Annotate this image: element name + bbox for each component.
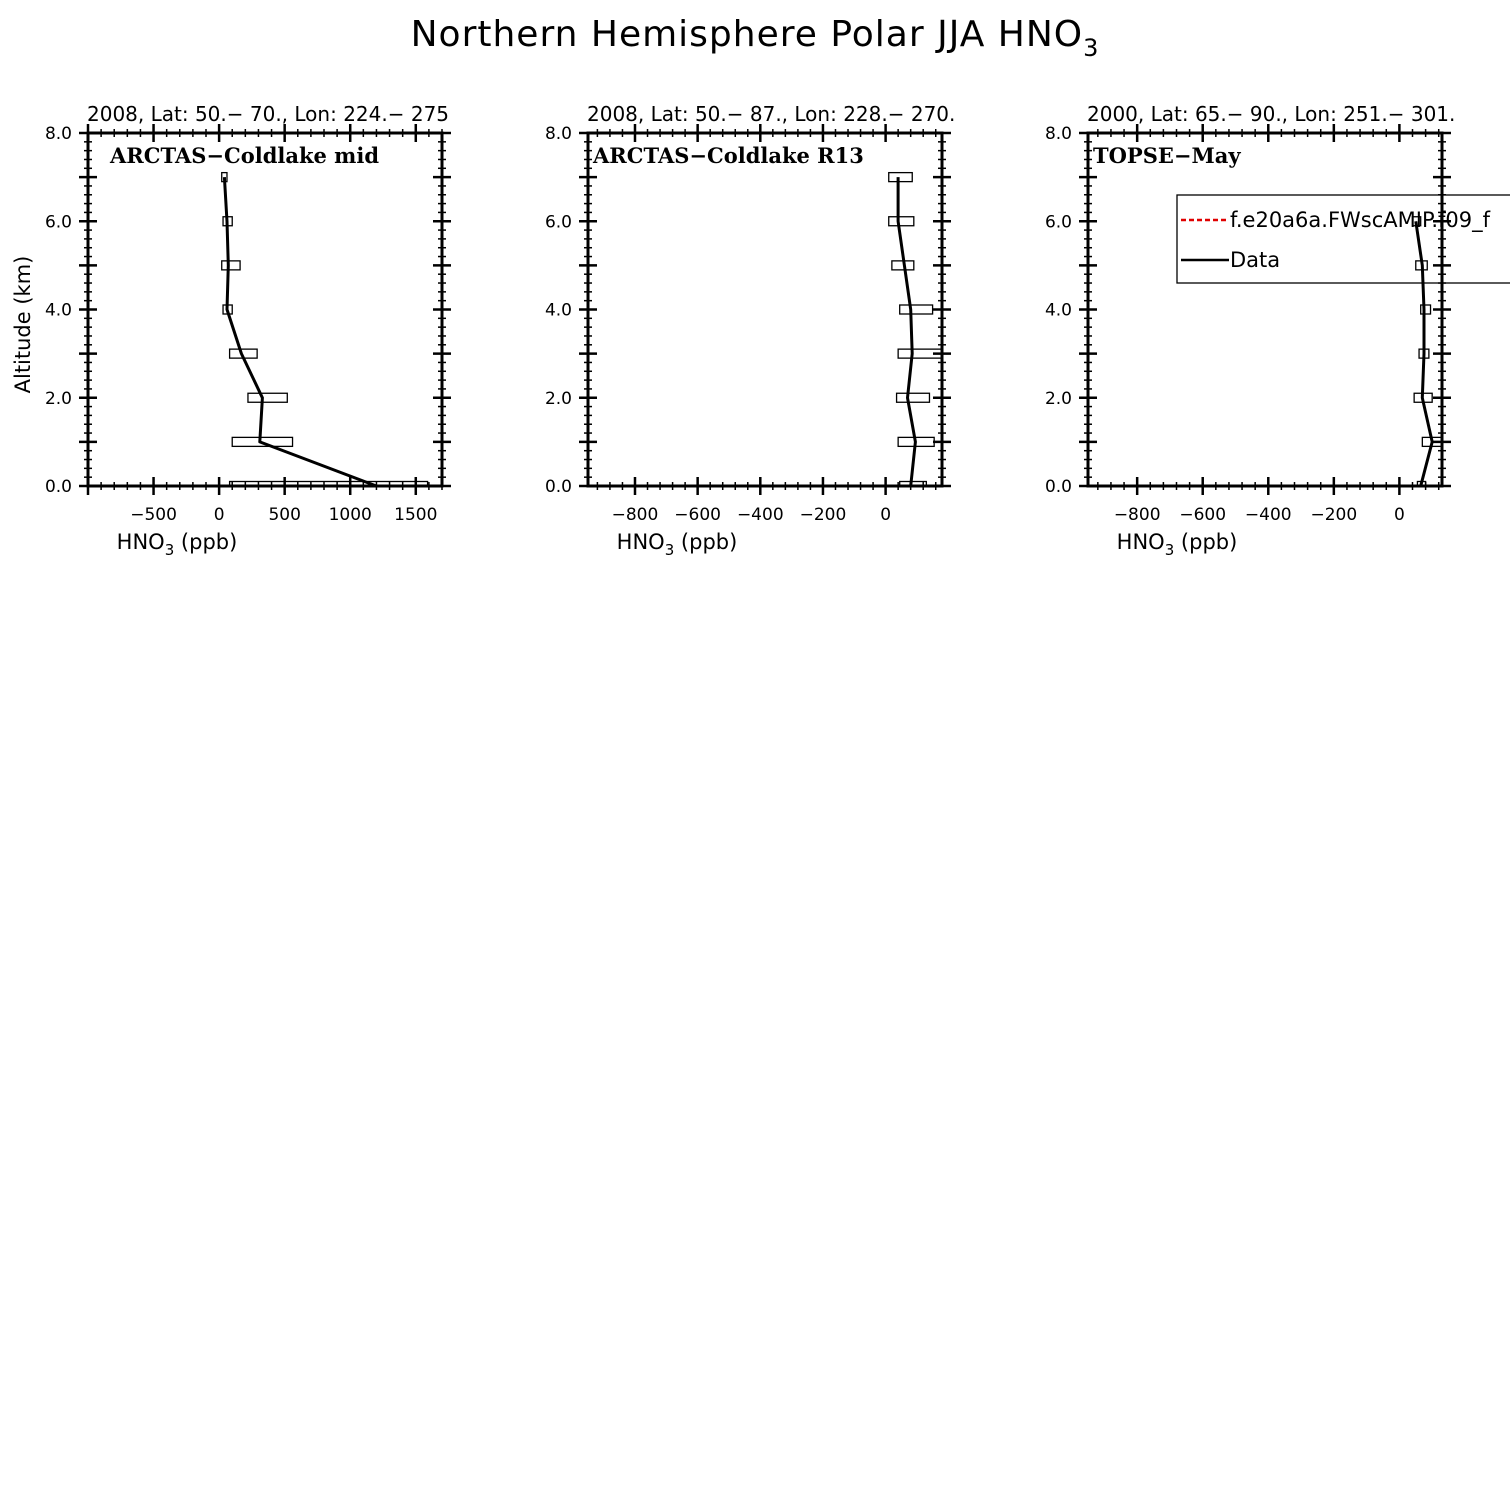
x-tick-label: 500 (268, 505, 300, 525)
x-tick-label: −600 (1179, 505, 1226, 525)
x-tick-label: −800 (1114, 505, 1161, 525)
series-data (1411, 216, 1443, 487)
y-tick-label: 6.0 (1045, 212, 1072, 232)
series-data (221, 171, 429, 488)
data-profile-line (222, 177, 377, 488)
panel-label: TOPSE−May (1093, 143, 1241, 168)
x-tick-label: −200 (1310, 505, 1357, 525)
y-axis-label: Altitude (km) (11, 256, 35, 394)
panel-header: 2008, Lat: 50.− 70., Lon: 224.− 275 (87, 102, 449, 126)
x-axis-label: HNO3 (ppb) (117, 530, 238, 559)
x-axis-label: HNO3 (ppb) (1117, 530, 1238, 559)
range-box (221, 260, 241, 271)
legend: f.e20a6a.FWscAMIP.f09_f Data (1176, 194, 1510, 284)
x-axis-label-unit: (ppb) (1174, 530, 1237, 554)
plot-frame (86, 131, 444, 488)
x-tick-label: 0 (880, 505, 891, 525)
x-tick-label: 1000 (329, 505, 372, 525)
x-axis-label-main: HNO (617, 530, 665, 554)
y-tick-label: 4.0 (45, 301, 72, 321)
y-tick-label: 4.0 (545, 301, 572, 321)
y-tick-label: 6.0 (45, 212, 72, 232)
range-box (897, 348, 943, 359)
range-box (888, 171, 913, 183)
y-tick-label: 0.0 (1045, 477, 1072, 497)
y-tick-label: 0.0 (545, 477, 572, 497)
panel-header: 2008, Lat: 50.− 87., Lon: 228.− 270. (587, 102, 955, 126)
figure-title-subscript: 3 (1083, 34, 1099, 62)
x-tick-label: −800 (612, 505, 659, 525)
y-tick-label: 8.0 (545, 124, 572, 144)
y-tick-label: 2.0 (45, 389, 72, 409)
x-axis-label-subscript: 3 (1165, 541, 1175, 559)
panel-3: 0.0 2.0 4.0 6.0 8.0 −800 −600 −400 −200 0 HNO3 (pp… (1045, 102, 1510, 559)
x-tick-label: 0 (1394, 505, 1405, 525)
range-box (228, 480, 429, 487)
x-tick-label: −500 (130, 505, 177, 525)
y-tick-label: 4.0 (1045, 301, 1072, 321)
x-axis-label-subscript: 3 (665, 541, 675, 559)
panel-label: ARCTAS−Coldlake R13 (592, 143, 864, 168)
y-tick-label: 8.0 (45, 124, 72, 144)
figure-title: Northern Hemisphere Polar JJA HNO3 (411, 14, 1100, 62)
range-box (899, 480, 927, 487)
range-box (231, 436, 294, 448)
y-tick-label: 2.0 (545, 389, 572, 409)
x-axis-label-main: HNO (117, 530, 165, 554)
panel-1: 0.0 2.0 4.0 6.0 8.0 −500 0 500 1000 1500 HNO3 (ppb… (11, 102, 451, 559)
x-tick-label: −400 (1245, 505, 1292, 525)
panel-2: 0.0 2.0 4.0 6.0 8.0 −800 −600 −400 −200 0 HNO3 (pp… (545, 102, 955, 559)
y-tick-label: 0.0 (45, 477, 72, 497)
figure-title-main: Northern Hemisphere Polar JJA HNO (411, 14, 1084, 55)
panel-header: 2000, Lat: 65.− 90., Lon: 251.− 301. (1087, 102, 1455, 126)
plot-frame (586, 131, 944, 488)
series-data (888, 171, 943, 487)
y-tick-label: 6.0 (545, 212, 572, 232)
x-axis-label-unit: (ppb) (174, 530, 237, 554)
data-profile-line (1414, 221, 1434, 487)
plot-frame (1086, 131, 1444, 488)
range-box (247, 392, 288, 403)
x-axis-label: HNO3 (ppb) (617, 530, 738, 559)
range-box (895, 392, 931, 403)
x-axis-label-main: HNO (1117, 530, 1165, 554)
x-axis-label-subscript: 3 (165, 541, 175, 559)
legend-label: Data (1230, 248, 1280, 272)
x-tick-label: −600 (674, 505, 721, 525)
legend-box (1176, 194, 1510, 284)
x-tick-label: −400 (737, 505, 784, 525)
y-tick-label: 2.0 (1045, 389, 1072, 409)
range-box (899, 304, 934, 315)
legend-label: f.e20a6a.FWscAMIP.f09_f (1230, 208, 1491, 233)
range-box (888, 216, 915, 227)
x-axis-label-unit: (ppb) (674, 530, 737, 554)
x-tick-label: −200 (800, 505, 847, 525)
range-box (1420, 304, 1432, 315)
data-profile-line (896, 177, 917, 487)
x-tick-label: 0 (214, 505, 225, 525)
x-tick-label: 1500 (394, 505, 437, 525)
panel-label: ARCTAS−Coldlake mid (109, 143, 379, 168)
y-tick-label: 8.0 (1045, 124, 1072, 144)
